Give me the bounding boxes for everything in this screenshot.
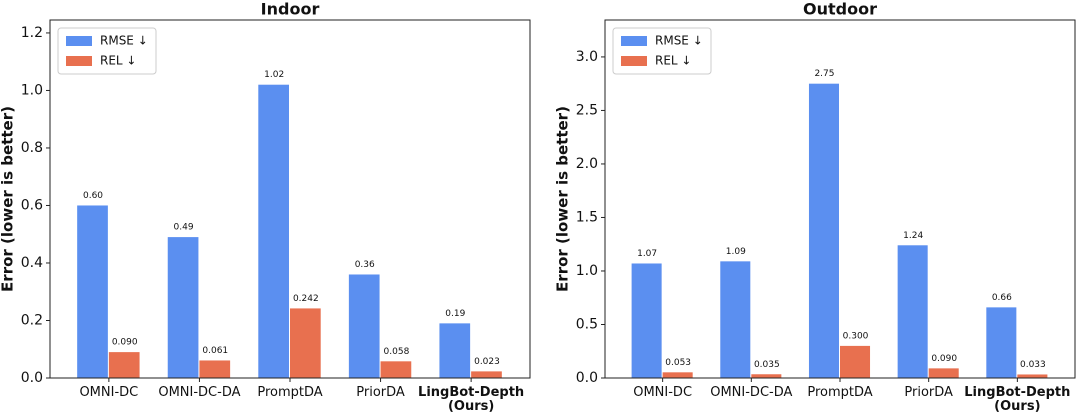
value-label: 0.19 [445, 309, 465, 319]
plot-frame [49, 19, 531, 379]
y-tick-label: 0.8 [21, 140, 43, 156]
plot-frame [604, 19, 1076, 379]
y-tick-label: 1.5 [576, 209, 598, 225]
value-label: 0.090 [931, 354, 957, 364]
bar [986, 307, 1017, 378]
legend-label: REL ↓ [100, 54, 136, 68]
x-tick-label: LingBot-Depth (Ours) [964, 385, 1071, 414]
value-label: 0.49 [174, 223, 194, 233]
bar [471, 371, 502, 378]
y-tick-label: 0.0 [21, 370, 43, 386]
x-tick-label: PromptDA [807, 385, 873, 400]
value-label: 1.24 [903, 231, 923, 241]
y-tick-label: 3.0 [576, 49, 598, 65]
x-tick-label: OMNI-DC-DA [158, 385, 241, 400]
y-tick-label: 0.2 [21, 312, 43, 328]
legend-swatch [66, 56, 92, 66]
y-tick-label: 1.0 [576, 263, 598, 279]
legend-label: REL ↓ [655, 54, 691, 68]
value-label: 0.035 [754, 360, 780, 370]
x-tick-label: OMNI-DC [633, 385, 693, 400]
value-label: 1.02 [264, 70, 284, 80]
x-tick-label: PromptDA [257, 385, 323, 400]
bar [631, 263, 662, 378]
y-tick-label: 0.0 [576, 370, 598, 386]
bar [167, 237, 199, 378]
value-label: 0.242 [293, 294, 319, 304]
value-label: 0.053 [665, 358, 691, 368]
bar [720, 261, 751, 378]
y-tick-label: 0.6 [21, 197, 43, 213]
legend-label: RMSE ↓ [655, 34, 703, 48]
bar [439, 323, 471, 378]
bar [1017, 374, 1048, 378]
bar [928, 368, 959, 378]
bar [808, 83, 839, 379]
y-axis-label: Error (lower is better) [554, 106, 572, 292]
legend-swatch [621, 56, 647, 66]
value-label: 1.09 [726, 247, 746, 257]
bar [108, 352, 140, 378]
bar [258, 84, 289, 378]
y-tick-label: 1.0 [21, 82, 43, 98]
y-axis-label: Error (lower is better) [0, 106, 17, 292]
bar [348, 274, 380, 378]
value-label: 0.60 [83, 191, 103, 201]
bar [290, 308, 321, 378]
x-tick-label: PriorDA [904, 385, 953, 400]
y-tick-label: 0.5 [576, 316, 598, 332]
value-label: 0.023 [474, 357, 500, 367]
value-label: 0.061 [202, 346, 228, 356]
value-label: 0.058 [384, 347, 410, 357]
bar [897, 245, 928, 378]
x-tick-label: PriorDA [356, 385, 405, 400]
value-label: 0.36 [355, 260, 375, 270]
bar [380, 361, 412, 378]
x-tick-label: OMNI-DC-DA [710, 385, 793, 400]
x-tick-label: LingBot-Depth (Ours) [418, 385, 525, 414]
legend-swatch [66, 36, 92, 46]
y-tick-label: 2.0 [576, 156, 598, 172]
bar [662, 372, 693, 378]
y-tick-label: 0.4 [21, 255, 43, 271]
value-label: 0.090 [112, 338, 138, 348]
value-label: 0.66 [992, 293, 1012, 303]
value-label: 0.033 [1020, 360, 1046, 370]
y-tick-label: 2.5 [576, 102, 598, 118]
legend-swatch [621, 36, 647, 46]
chart-title: Outdoor [803, 0, 877, 19]
chart-title: Indoor [261, 0, 320, 19]
x-tick-label: OMNI-DC [79, 385, 139, 400]
bar [77, 205, 108, 378]
bar [751, 374, 782, 378]
legend-label: RMSE ↓ [100, 34, 148, 48]
value-label: 2.75 [814, 69, 834, 79]
value-label: 0.300 [843, 331, 869, 341]
y-tick-label: 1.2 [21, 25, 43, 41]
bar [840, 345, 871, 378]
value-label: 1.07 [637, 249, 657, 259]
bar [199, 360, 231, 378]
